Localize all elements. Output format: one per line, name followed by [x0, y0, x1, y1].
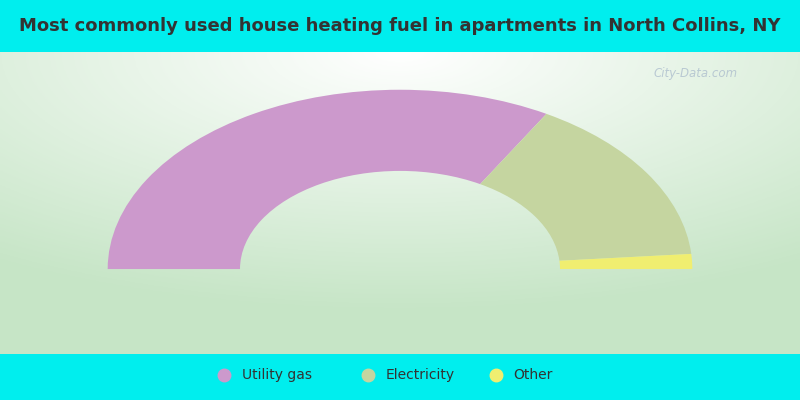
Text: Electricity: Electricity: [386, 368, 454, 382]
Text: City-Data.com: City-Data.com: [654, 67, 738, 80]
Wedge shape: [559, 254, 692, 269]
Wedge shape: [108, 90, 546, 269]
Text: Utility gas: Utility gas: [242, 368, 312, 382]
Wedge shape: [480, 114, 691, 261]
Text: Most commonly used house heating fuel in apartments in North Collins, NY: Most commonly used house heating fuel in…: [19, 17, 781, 35]
Text: Other: Other: [514, 368, 553, 382]
